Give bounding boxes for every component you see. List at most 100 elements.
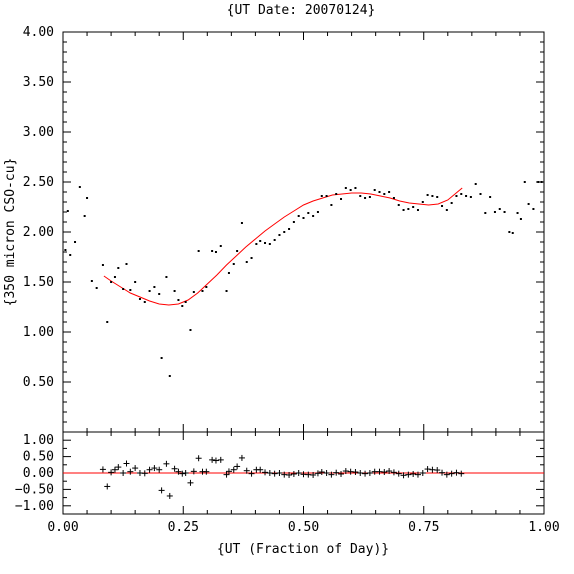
bottom-y-axis: 1.00 0.500.00−0.50 −1.00 bbox=[15, 431, 544, 515]
data-point bbox=[90, 280, 93, 282]
x-tick-label: 0.25 bbox=[168, 520, 199, 535]
residual-point bbox=[323, 470, 330, 476]
data-point bbox=[359, 195, 362, 197]
residual-point bbox=[328, 471, 335, 478]
residual-point bbox=[458, 470, 465, 477]
residual-point bbox=[127, 468, 134, 475]
residual-point bbox=[362, 470, 369, 477]
data-point bbox=[184, 301, 187, 303]
residual-point bbox=[212, 457, 219, 464]
residual-point bbox=[410, 470, 417, 477]
data-point bbox=[227, 272, 230, 274]
residual-point bbox=[295, 470, 302, 476]
data-point bbox=[320, 195, 323, 197]
residual-point bbox=[182, 470, 189, 476]
top-panel: 0.50 1.00 1.50 2.00 2.50 3.00 3.50 4.00 {350 mi… bbox=[3, 25, 545, 433]
residual-point bbox=[108, 469, 115, 476]
residual-point bbox=[310, 471, 317, 478]
data-point bbox=[273, 239, 276, 241]
residual-point bbox=[179, 470, 186, 477]
top-y-axis: 0.50 1.00 1.50 2.00 2.50 3.00 3.50 4.00 bbox=[23, 25, 544, 433]
data-point bbox=[160, 357, 163, 359]
data-point bbox=[106, 321, 109, 323]
residual-point bbox=[190, 468, 197, 475]
data-point bbox=[197, 250, 200, 252]
residual-point bbox=[386, 468, 393, 475]
residual-point bbox=[333, 469, 340, 476]
residual-point bbox=[234, 463, 241, 470]
data-point bbox=[211, 250, 214, 252]
data-point bbox=[219, 245, 222, 247]
residual-point bbox=[111, 466, 118, 473]
residual-point bbox=[141, 470, 148, 477]
data-point bbox=[201, 290, 204, 292]
data-point bbox=[484, 212, 487, 214]
residual-point bbox=[209, 456, 216, 463]
data-point bbox=[214, 251, 217, 253]
data-point bbox=[110, 281, 113, 283]
bottom-y-tick-label: 0.00 bbox=[23, 466, 54, 481]
data-point bbox=[181, 305, 184, 307]
data-point bbox=[173, 290, 176, 292]
data-point bbox=[101, 264, 104, 266]
data-point bbox=[165, 276, 168, 278]
top-y-tick-label: 3.00 bbox=[23, 125, 54, 140]
data-point bbox=[378, 191, 381, 193]
x-tick-label: 0.75 bbox=[408, 520, 439, 535]
bottom-x-axis-label: {UT (Fraction of Day)} bbox=[217, 542, 389, 557]
data-point bbox=[64, 249, 67, 251]
residual-point bbox=[203, 468, 210, 475]
data-point bbox=[138, 298, 141, 300]
data-point bbox=[307, 212, 310, 214]
top-x-axis-ticks bbox=[62, 32, 545, 432]
residual-point bbox=[156, 466, 163, 473]
data-point bbox=[189, 329, 192, 331]
top-data-points bbox=[64, 181, 543, 377]
residual-point bbox=[123, 460, 130, 467]
data-point bbox=[259, 240, 262, 242]
bottom-y-tick-label: 0.50 bbox=[23, 450, 54, 465]
data-point bbox=[192, 291, 195, 293]
residual-point bbox=[225, 468, 232, 475]
top-y-tick-label: 1.50 bbox=[23, 275, 54, 290]
data-point bbox=[388, 191, 391, 193]
data-point bbox=[148, 290, 151, 292]
top-y-tick-label: 2.50 bbox=[23, 175, 54, 190]
residual-point bbox=[158, 487, 165, 494]
data-point bbox=[392, 197, 395, 199]
data-point bbox=[527, 203, 530, 205]
data-point bbox=[455, 195, 458, 197]
data-point bbox=[158, 293, 161, 295]
data-point bbox=[125, 263, 128, 265]
residual-point bbox=[405, 471, 412, 478]
data-point bbox=[431, 195, 434, 197]
data-point bbox=[330, 204, 333, 206]
data-point bbox=[69, 254, 72, 256]
data-point bbox=[177, 299, 180, 301]
residual-point bbox=[271, 470, 278, 477]
data-point bbox=[407, 208, 410, 210]
residual-point bbox=[318, 469, 325, 476]
data-point bbox=[86, 197, 89, 199]
data-point bbox=[523, 181, 526, 183]
residual-point bbox=[238, 454, 245, 461]
residual-point bbox=[390, 469, 397, 476]
data-point bbox=[83, 215, 86, 217]
bottom-y-tick-label: 1.00 bbox=[23, 433, 54, 448]
residual-point bbox=[290, 470, 297, 477]
residual-point bbox=[366, 470, 373, 476]
residual-point bbox=[120, 470, 127, 476]
residual-point bbox=[424, 466, 431, 473]
data-point bbox=[354, 187, 357, 189]
data-point bbox=[113, 276, 116, 278]
data-point bbox=[316, 211, 319, 213]
data-point bbox=[250, 257, 253, 259]
bottom-x-axis: 0.00 0.25 0.50 0.75 1.00 bbox=[47, 432, 560, 535]
data-point bbox=[129, 289, 132, 291]
residual-point bbox=[99, 466, 106, 473]
data-point bbox=[283, 231, 286, 233]
data-point bbox=[519, 218, 522, 220]
residual-point bbox=[395, 470, 402, 477]
data-point bbox=[240, 222, 243, 224]
